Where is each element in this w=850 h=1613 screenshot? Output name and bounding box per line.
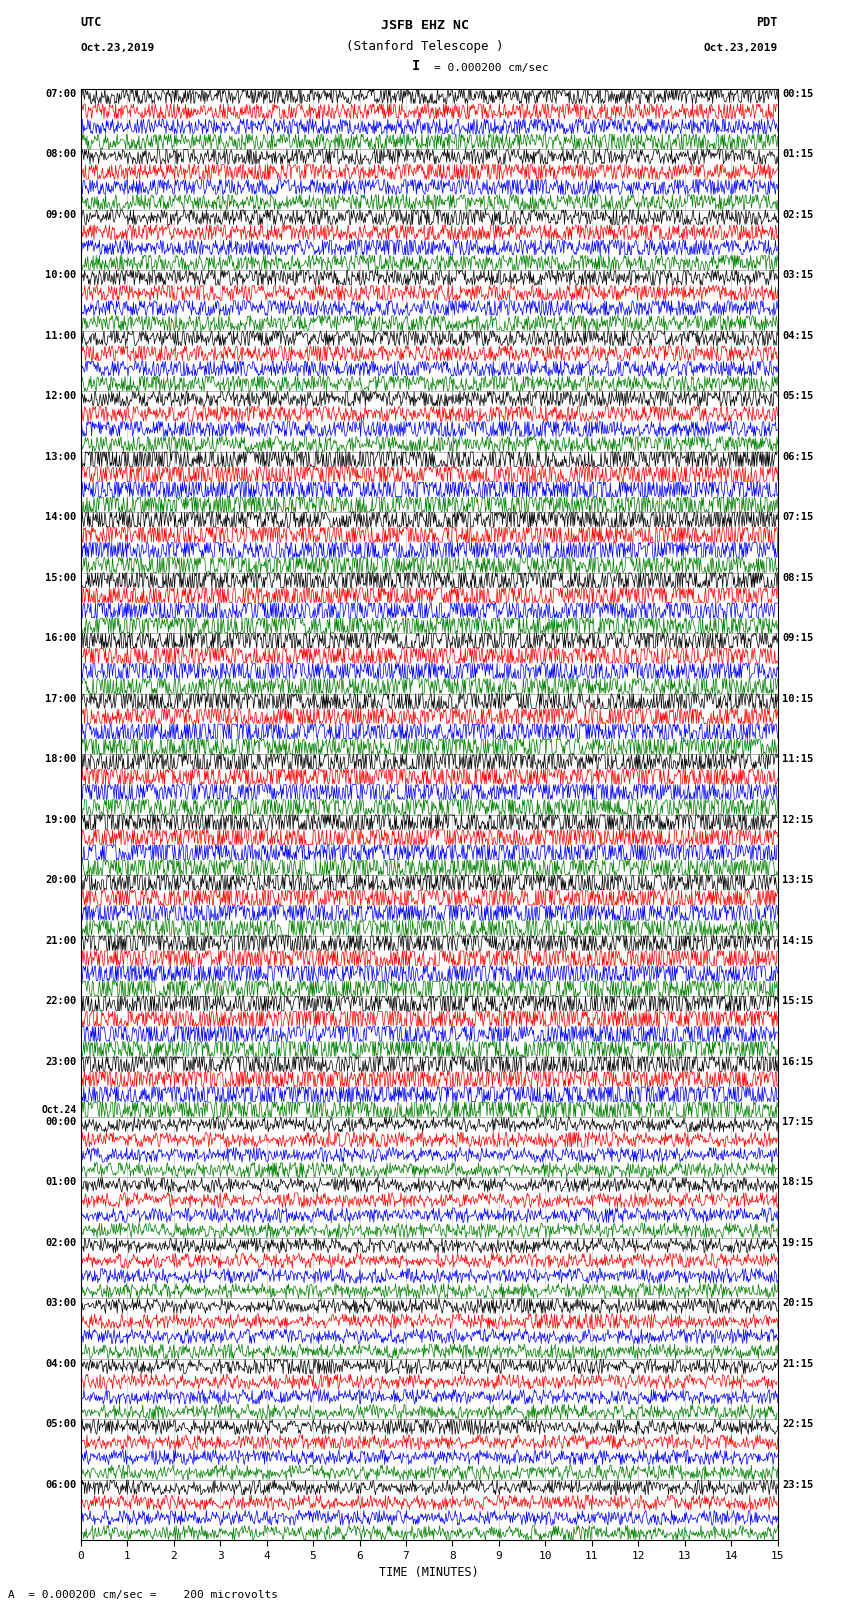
Text: 11:15: 11:15	[782, 755, 813, 765]
Text: (Stanford Telescope ): (Stanford Telescope )	[346, 40, 504, 53]
Text: 19:00: 19:00	[45, 815, 76, 824]
Text: 18:15: 18:15	[782, 1177, 813, 1187]
Text: 04:00: 04:00	[45, 1358, 76, 1369]
Text: JSFB EHZ NC: JSFB EHZ NC	[381, 19, 469, 32]
Text: 00:15: 00:15	[782, 89, 813, 98]
Text: 15:15: 15:15	[782, 997, 813, 1007]
Text: 05:15: 05:15	[782, 392, 813, 402]
Text: 14:15: 14:15	[782, 936, 813, 945]
Text: 02:15: 02:15	[782, 210, 813, 219]
Text: 16:15: 16:15	[782, 1057, 813, 1066]
Text: 20:00: 20:00	[45, 876, 76, 886]
Text: 07:15: 07:15	[782, 513, 813, 523]
Text: 14:00: 14:00	[45, 513, 76, 523]
Text: 23:15: 23:15	[782, 1481, 813, 1490]
Text: UTC: UTC	[81, 16, 102, 29]
Text: = 0.000200 cm/sec: = 0.000200 cm/sec	[434, 63, 548, 73]
Text: 12:15: 12:15	[782, 815, 813, 824]
Text: 07:00: 07:00	[45, 89, 76, 98]
Text: 00:00: 00:00	[45, 1116, 76, 1127]
Text: Oct.23,2019: Oct.23,2019	[81, 44, 155, 53]
Text: Oct.23,2019: Oct.23,2019	[704, 44, 778, 53]
Text: 03:15: 03:15	[782, 271, 813, 281]
Text: 02:00: 02:00	[45, 1239, 76, 1248]
Text: 13:00: 13:00	[45, 452, 76, 461]
Text: 08:15: 08:15	[782, 573, 813, 582]
Text: 11:00: 11:00	[45, 331, 76, 340]
Text: 20:15: 20:15	[782, 1298, 813, 1308]
Text: 01:00: 01:00	[45, 1177, 76, 1187]
Text: 18:00: 18:00	[45, 755, 76, 765]
Text: 22:00: 22:00	[45, 997, 76, 1007]
Text: 05:00: 05:00	[45, 1419, 76, 1429]
Text: 04:15: 04:15	[782, 331, 813, 340]
Text: 09:15: 09:15	[782, 632, 813, 644]
Text: 16:00: 16:00	[45, 632, 76, 644]
Text: I: I	[412, 58, 421, 73]
Text: 08:00: 08:00	[45, 150, 76, 160]
Text: 17:00: 17:00	[45, 694, 76, 703]
Text: 09:00: 09:00	[45, 210, 76, 219]
Text: 15:00: 15:00	[45, 573, 76, 582]
Text: 06:15: 06:15	[782, 452, 813, 461]
Text: 12:00: 12:00	[45, 392, 76, 402]
Text: 22:15: 22:15	[782, 1419, 813, 1429]
Text: 21:15: 21:15	[782, 1358, 813, 1369]
Text: 19:15: 19:15	[782, 1239, 813, 1248]
Text: 17:15: 17:15	[782, 1116, 813, 1127]
Text: A  = 0.000200 cm/sec =    200 microvolts: A = 0.000200 cm/sec = 200 microvolts	[8, 1590, 279, 1600]
Text: 03:00: 03:00	[45, 1298, 76, 1308]
Text: 13:15: 13:15	[782, 876, 813, 886]
X-axis label: TIME (MINUTES): TIME (MINUTES)	[379, 1566, 479, 1579]
Text: Oct.24: Oct.24	[42, 1105, 76, 1116]
Text: 01:15: 01:15	[782, 150, 813, 160]
Text: 23:00: 23:00	[45, 1057, 76, 1066]
Text: 10:00: 10:00	[45, 271, 76, 281]
Text: 21:00: 21:00	[45, 936, 76, 945]
Text: PDT: PDT	[756, 16, 778, 29]
Text: 10:15: 10:15	[782, 694, 813, 703]
Text: 06:00: 06:00	[45, 1481, 76, 1490]
